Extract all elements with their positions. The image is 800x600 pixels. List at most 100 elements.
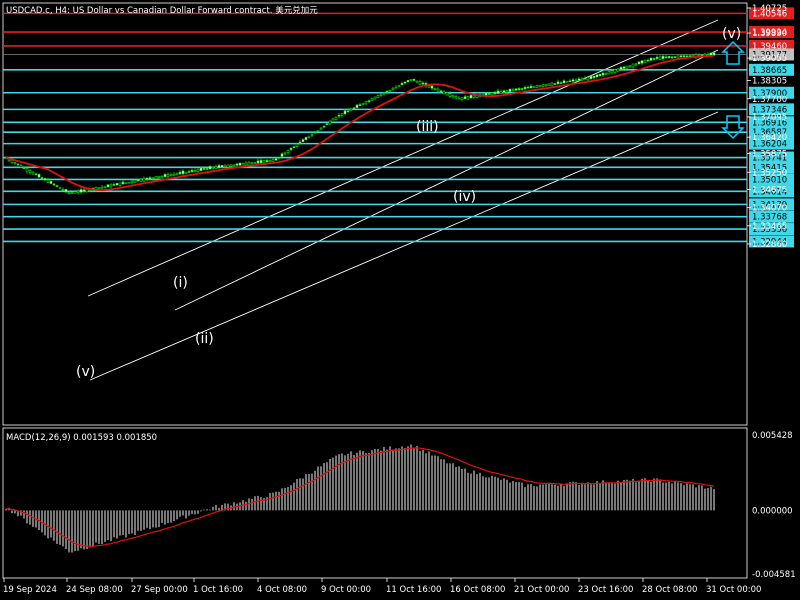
candle-body [19, 165, 23, 168]
candle-body [427, 85, 431, 88]
candle-body [271, 159, 275, 163]
macd-tick-label: 0.005428 [752, 431, 793, 441]
candle-body [391, 87, 395, 90]
level-price-box [749, 63, 794, 76]
candle-body [610, 70, 614, 74]
candle-body [634, 63, 638, 66]
candle-body [307, 135, 311, 138]
price-tick-label: 1.37700 [752, 95, 787, 105]
candle-body [235, 163, 239, 166]
candle-body [40, 177, 44, 179]
wave-label: (iv) [453, 189, 476, 205]
candle-body [46, 179, 50, 183]
level-price-box [749, 161, 794, 174]
candle-body [550, 82, 554, 86]
candle-body [346, 110, 350, 113]
candle-body [430, 85, 434, 89]
candle-body [553, 83, 557, 85]
candle-body [631, 63, 635, 68]
time-tick-label: 27 Sep 00:00 [131, 585, 188, 595]
candle-body [226, 164, 230, 168]
candle-body [364, 100, 368, 105]
candle-body [658, 56, 662, 60]
candlesticks [4, 52, 716, 195]
candle-body [295, 143, 299, 147]
candle-body [418, 81, 422, 85]
candle-body [415, 80, 419, 83]
candle-body [253, 162, 257, 164]
candle-body [340, 113, 344, 116]
level-price-box [749, 151, 794, 164]
candle-body [370, 98, 374, 102]
candle-body [289, 147, 293, 150]
candle-body [439, 90, 443, 93]
candle-body [373, 96, 377, 100]
candle-body [595, 74, 599, 78]
level-price-box [749, 173, 794, 186]
candle-body [442, 91, 446, 95]
candle-body [28, 169, 32, 173]
price-tick-label: 1.35250 [752, 168, 787, 178]
candle-body [700, 54, 704, 56]
candle-body [400, 82, 404, 86]
macd-tick-label: -0.004581 [752, 570, 796, 580]
candle-body [463, 96, 467, 100]
moving-average [5, 54, 715, 192]
candle-body [331, 118, 335, 123]
candle-body [241, 163, 245, 166]
level-price-label: 1.39924 [752, 28, 787, 38]
time-tick-label: 16 Oct 08:00 [450, 585, 505, 595]
candle-body [31, 171, 35, 175]
candle-body [457, 97, 461, 100]
candle-body [421, 82, 425, 85]
candle-body [589, 75, 593, 80]
wave-label: (ii) [195, 331, 214, 347]
price-tick-label: 1.33465 [752, 222, 787, 232]
candle-body [433, 88, 437, 90]
wave-label: (v) [76, 364, 95, 380]
candle-body [352, 107, 356, 110]
candle-body [334, 116, 338, 120]
candle-body [169, 174, 173, 177]
candle-body [385, 90, 389, 93]
candle-body [52, 183, 56, 186]
candle-body [388, 89, 392, 92]
candle-body [196, 168, 200, 173]
level-price-box [749, 103, 794, 116]
candle-body [229, 164, 233, 167]
candle-body [139, 178, 143, 182]
level-price-label: 1.38665 [752, 66, 787, 76]
level-price-box [749, 86, 794, 99]
candle-body [493, 91, 497, 94]
candle-body [598, 73, 602, 77]
price-tick-label: 1.37095 [752, 113, 787, 123]
time-tick-label: 23 Oct 16:00 [578, 585, 633, 595]
candle-body [208, 166, 212, 170]
wave-label: (v) [722, 26, 741, 42]
candle-body [160, 175, 164, 178]
candle-body [337, 115, 341, 117]
candle-body [547, 83, 551, 86]
candle-body [148, 177, 152, 180]
level-price-label: 1.37900 [752, 89, 787, 99]
level-price-box [749, 235, 794, 248]
candle-body [613, 69, 617, 73]
level-price-label: 1.36204 [752, 140, 787, 150]
candle-body [451, 95, 455, 98]
level-price-label: 1.36587 [752, 128, 787, 138]
candle-body [76, 190, 80, 193]
candle-body [58, 187, 62, 189]
time-tick-label: 4 Oct 08:00 [257, 585, 307, 595]
candle-body [532, 86, 536, 89]
candle-body [154, 176, 158, 180]
ma-line [5, 54, 715, 192]
candle-body [256, 160, 260, 164]
candle-body [505, 90, 509, 93]
price-tick-label: 1.36420 [752, 133, 787, 143]
candle-body [286, 150, 290, 153]
candle-body [97, 187, 101, 189]
candle-body [223, 165, 227, 168]
candle-body [22, 167, 26, 169]
price-tick-label: 1.39055 [752, 54, 787, 64]
